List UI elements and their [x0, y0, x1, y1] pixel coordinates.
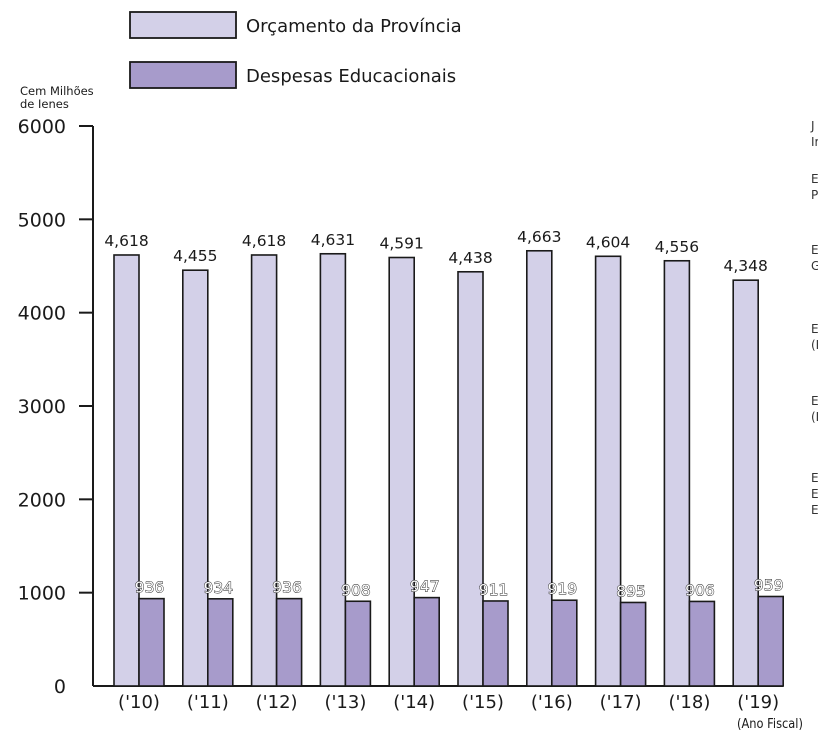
- cut-off-text: J: [810, 119, 815, 133]
- value-labels: 4,618 936 4,455 934 4,618 936 4,631 908 4,591 947…: [104, 228, 784, 601]
- bar-education: [482, 600, 509, 687]
- value-label-education: 906: [685, 581, 715, 599]
- value-label-budget: 4,663: [517, 228, 561, 246]
- value-label-education: 947: [410, 578, 440, 596]
- value-label-education: 911: [479, 581, 509, 599]
- legend: Orçamento da Província Despesas Educacio…: [129, 11, 462, 89]
- bar-budget: [732, 279, 760, 687]
- bar-education: [138, 597, 165, 687]
- value-label-education: 959: [754, 576, 784, 594]
- cut-off-text: G: [811, 259, 818, 273]
- cut-off-text: E: [811, 471, 818, 485]
- cut-off-text: E: [811, 394, 818, 408]
- legend-item-education: Despesas Educacionais: [129, 61, 456, 89]
- bar-education: [619, 601, 647, 687]
- bar-budget: [250, 254, 278, 687]
- cut-off-text: E: [811, 503, 818, 517]
- legend-label-education: Despesas Educacionais: [246, 66, 456, 87]
- legend-swatch-budget: [129, 11, 237, 39]
- cut-off-text: E: [811, 322, 818, 336]
- value-label-budget: 4,618: [104, 232, 148, 250]
- value-label-budget: 4,348: [724, 257, 768, 275]
- x-tick-label: ('12): [256, 692, 298, 713]
- legend-swatch-education: [129, 61, 237, 89]
- x-tick-label: ('11): [187, 692, 229, 713]
- legend-label-budget: Orçamento da Província: [246, 16, 462, 37]
- bars: [113, 249, 785, 687]
- bar-education: [207, 598, 234, 687]
- cut-off-text: E: [811, 172, 818, 186]
- bar-budget: [525, 249, 553, 687]
- value-label-education: 936: [135, 579, 165, 597]
- legend-item-budget: Orçamento da Província: [129, 11, 462, 39]
- bar-budget: [388, 256, 416, 687]
- bar-education: [275, 597, 303, 687]
- y-tick-label: 5000: [18, 209, 66, 231]
- x-tick-label: ('18): [668, 692, 710, 713]
- value-label-education: 934: [204, 579, 234, 597]
- bar-budget: [319, 252, 347, 687]
- bar-budget: [594, 255, 622, 687]
- cut-off-text: (F: [811, 338, 818, 352]
- bar-education: [550, 599, 578, 687]
- x-tick-label: ('19): [737, 692, 779, 713]
- value-label-budget: 4,604: [586, 233, 630, 251]
- bar-budget: [457, 270, 484, 687]
- x-tick-label: ('10): [118, 692, 160, 713]
- y-tick-label: 4000: [18, 303, 66, 325]
- bar-education: [688, 600, 716, 687]
- bar-budget: [113, 254, 140, 687]
- cut-off-text: E: [811, 487, 818, 501]
- value-label-education: 895: [616, 582, 646, 600]
- bar-education: [757, 595, 785, 687]
- y-tick-label: 2000: [18, 489, 66, 511]
- y-tick-label: 0: [54, 676, 66, 698]
- y-unit-line-1: Cem Milhões: [20, 84, 94, 98]
- value-label-budget: 4,591: [380, 235, 424, 253]
- y-unit-line-2: de Ienes: [20, 97, 69, 111]
- value-label-budget: 4,631: [311, 231, 355, 249]
- y-tick-labels: 0 1000 2000 3000 4000 5000 6000: [18, 116, 66, 698]
- x-tick-label: ('14): [393, 692, 435, 713]
- y-tick-label: 1000: [18, 583, 66, 605]
- value-label-budget: 4,556: [655, 238, 699, 256]
- x-unit-label: (Ano Fiscal): [737, 716, 803, 731]
- value-label-budget: 4,438: [448, 249, 492, 267]
- x-tick-label: ('16): [531, 692, 573, 713]
- value-label-education: 919: [548, 580, 578, 598]
- cut-off-text: E: [811, 243, 818, 257]
- cut-off-text: (I: [811, 410, 818, 424]
- bar-budget: [182, 269, 209, 687]
- value-label-education: 936: [272, 579, 302, 597]
- bar-education: [344, 600, 372, 687]
- y-tick-label: 6000: [18, 116, 66, 138]
- x-tick-label: ('13): [324, 692, 366, 713]
- bar-budget: [663, 259, 691, 687]
- y-unit-label: Cem Milhões de Ienes: [20, 84, 94, 111]
- value-label-budget: 4,618: [242, 232, 286, 250]
- x-tick-labels: ('10) ('11) ('12) ('13) ('14) ('15) ('16) ('17)…: [118, 692, 779, 713]
- bar-education: [413, 596, 441, 687]
- x-tick-label: ('15): [462, 692, 504, 713]
- x-tick-label: ('17): [600, 692, 642, 713]
- value-label-budget: 4,455: [173, 247, 217, 265]
- cut-off-text: Ir: [811, 135, 818, 149]
- cut-off-text: P: [811, 188, 818, 202]
- y-tick-label: 3000: [18, 396, 66, 418]
- value-label-education: 908: [341, 581, 371, 599]
